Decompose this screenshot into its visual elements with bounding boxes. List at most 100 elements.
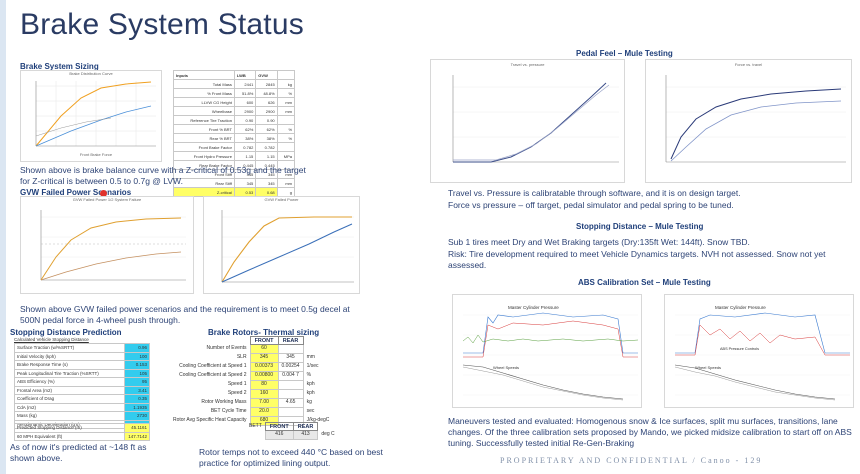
- rotors-front-value: 80: [249, 380, 279, 390]
- pointer-cursor: [100, 190, 107, 197]
- pedal-heading: Pedal Feel – Mule Testing: [576, 49, 673, 58]
- sizing-table-cell: 2845: [255, 79, 278, 89]
- sizing-table-cell: 38%: [233, 133, 257, 143]
- stopping-param-value: 105: [124, 368, 150, 378]
- stopping-result-row: 60 MPH Equivalent (ft) 147.7142: [14, 431, 150, 441]
- sizing-table-cell: mm: [276, 97, 296, 107]
- brake-distribution-xlabel: Front Brake Force: [80, 152, 113, 157]
- sizing-table-cell: %: [276, 124, 296, 134]
- abs-plot-1: Master Cylinder Pressure Wheel Speeds: [453, 295, 641, 407]
- stopping-prediction-table: Surface Traction (w/%SRTT) 0.96 Initial Ve…: [14, 343, 150, 429]
- stopping-param-label: Coefficient of Drag: [14, 394, 125, 404]
- sizing-table-cell: 2900: [233, 106, 257, 116]
- rotors-rear-value: [277, 344, 304, 354]
- stopping-param-value: 1.1935: [124, 402, 150, 412]
- stopping-table-row: ABS Efficiency (%) 95: [14, 377, 150, 387]
- bett-rear-value: 413: [292, 430, 319, 440]
- rotors-param-label: Cooling Coefficient at Speed 2: [179, 372, 247, 379]
- abs-caption: Maneuvers tested and evaluated: Homogeno…: [448, 416, 852, 448]
- stopping-result-value: 147.7142: [124, 431, 150, 441]
- sizing-table-row: % Front Mass 51.8% 48.8%%: [173, 88, 296, 98]
- sizing-table-cell: %: [276, 133, 296, 143]
- pedal-caption-2: Force vs pressure – off target, pedal si…: [448, 200, 734, 210]
- rotors-heading: Brake Rotors- Thermal sizing: [208, 328, 320, 337]
- sizing-table-row: Wheelbase 2900 2900 mm: [173, 106, 296, 116]
- stopping-mule-line-2: Risk: Tire development required to meet …: [448, 249, 826, 270]
- sizing-table-header-cell: GVW: [255, 70, 278, 80]
- stopping-param-label: Surface Traction (w/%SRTT): [14, 343, 125, 353]
- stopping-table-row: Peak Longitudinal Tire Traction (%SRTT) 1…: [14, 368, 150, 378]
- stopping-mule-line-1: Sub 1 tires meet Dry and Wet Braking tar…: [448, 237, 750, 247]
- rotors-unit: kph: [306, 381, 315, 388]
- sizing-table-cell: Front Hydro Pressure: [173, 151, 235, 161]
- rotors-table-row: Cooling Coefficient at Speed 2 0.00800 0.0…: [170, 371, 332, 381]
- sizing-table-row: Front % BRT 62% 62%%: [173, 124, 296, 134]
- sizing-heading: Brake System Sizing: [20, 62, 99, 71]
- sizing-table-cell: [276, 142, 296, 152]
- stopping-table-caption: Calculated Vehicle Stopping Distance: [14, 337, 89, 342]
- stopping-param-label: ABS Efficiency (%): [14, 377, 125, 387]
- stopping-table-row: Coefficient of Drag 0.35: [14, 394, 150, 404]
- slide-edge-strip: [0, 0, 6, 474]
- rotors-table-row: Rotor Working Mass 7.00 4.65 kg: [170, 398, 332, 408]
- abs-chart-1: Master Cylinder Pressure Wheel Speeds: [452, 294, 642, 408]
- rotors-rear-value: 0.004 7: [277, 371, 304, 381]
- sizing-table-cell: 1.15: [233, 151, 257, 161]
- rotors-unit: 1/sec: [306, 363, 319, 370]
- rotors-thermal-table: FRONT REAR Number of Events 60 SLR 345 345 mm…: [170, 336, 332, 426]
- gvw-heading: GVW Failed Power Scenarios: [20, 188, 132, 197]
- rotors-unit: kph: [306, 390, 315, 397]
- gvw-chart-2-title: GVW Failed Power: [264, 197, 299, 202]
- pedal-chart-travel-pressure: Travel vs. pressure: [430, 59, 625, 183]
- brake-distribution-plot: Front Brake Force: [35, 81, 156, 157]
- sizing-table-row: LLVW CG Height 600 626 mm: [173, 97, 296, 107]
- sizing-table-cell: Reference Tire Traction: [173, 115, 235, 125]
- stopping-param-value: 2730: [124, 411, 150, 421]
- pedal-chart-force-travel: Force vs. travel: [645, 59, 852, 183]
- stopping-table-row: CdA (m2) 1.1935: [14, 402, 150, 412]
- rotors-unit: sec: [306, 408, 315, 415]
- rotors-rear-value: [277, 389, 304, 399]
- stopping-table-row: Brake Response Time (s) 0.153: [14, 360, 150, 370]
- sizing-table-cell: 626: [255, 97, 278, 107]
- sizing-table-cell: Front Brake Factor: [173, 142, 235, 152]
- sizing-table-cell: Total Mass: [173, 79, 235, 89]
- sizing-table-cell: kg: [276, 79, 296, 89]
- pedal-chart-1-title: Travel vs. pressure: [510, 62, 545, 67]
- stopping-param-label: CdA (m2): [14, 402, 125, 412]
- sizing-table-cell: 38%: [255, 133, 278, 143]
- bett-col-rear: REAR: [292, 422, 319, 431]
- rotors-param-label: Rotor Avg Specific Heat Capacity: [173, 417, 247, 424]
- rotors-col-front: FRONT: [249, 336, 279, 345]
- sizing-table-cell: mm: [276, 106, 296, 116]
- gvw-chart-2: GVW Failed Power: [203, 196, 360, 294]
- sizing-table-cell: 48.8%: [255, 88, 278, 98]
- sizing-table-cell: % Front Mass: [173, 88, 235, 98]
- abs-plot-2: Master Cylinder Pressure ABS Pressure Co…: [665, 295, 853, 407]
- sizing-table-cell: 600: [233, 97, 257, 107]
- abs-chart-2-label-3: Wheel Speeds: [695, 365, 721, 370]
- sizing-table-cell: 51.8%: [233, 88, 257, 98]
- brake-distribution-chart: Brake Distribution Curve Front Brake For…: [20, 70, 162, 162]
- rotors-param-label: Speed 1: [227, 381, 247, 388]
- stopping-param-label: Mass (kg): [14, 411, 125, 421]
- bett-unit: deg C: [321, 431, 335, 438]
- sizing-table-cell: [276, 115, 296, 125]
- pedal-plot-1: [452, 75, 619, 163]
- sizing-table-row: Rear % BRT 38% 38%%: [173, 133, 296, 143]
- stopping-param-value: 3.41: [124, 385, 150, 395]
- sizing-table-cell: 0.90: [233, 115, 257, 125]
- rotors-table-row: BET Cycle Time 20.0 sec: [170, 407, 332, 417]
- rotors-unit: J/kg-degC: [306, 417, 330, 424]
- abs-chart-2: Master Cylinder Pressure ABS Pressure Co…: [664, 294, 854, 408]
- pedal-plot-2: [665, 75, 846, 163]
- stopping-param-label: Frontal Area (m2): [14, 385, 125, 395]
- abs-chart-1-label-2: Wheel Speeds: [493, 365, 519, 370]
- gvw-plot-2: [221, 210, 354, 283]
- rotors-front-value: 0.00373: [249, 362, 279, 372]
- rotors-unit: kg: [306, 399, 312, 406]
- abs-chart-2-label: Master Cylinder Pressure: [715, 305, 766, 310]
- rotors-param-label: Speed 2: [227, 390, 247, 397]
- rotors-col-rear: REAR: [277, 336, 304, 345]
- rotors-rear-value: 4.65: [277, 398, 304, 408]
